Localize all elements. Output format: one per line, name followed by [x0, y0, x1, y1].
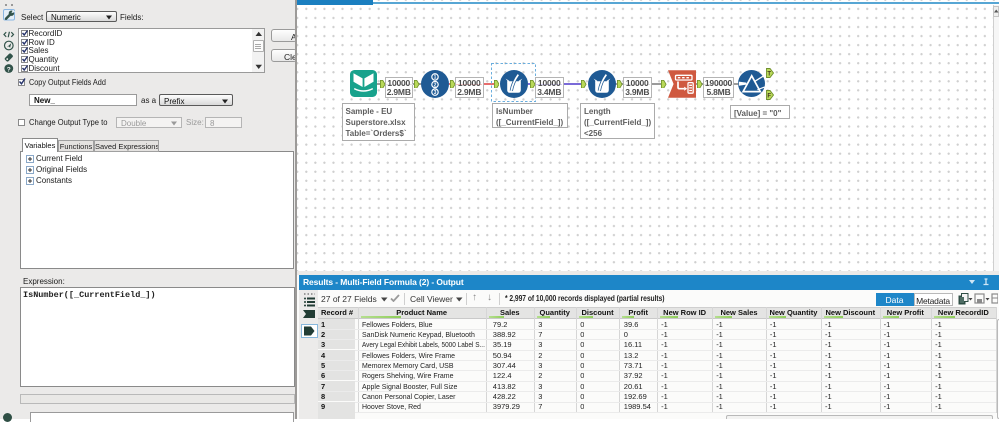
- svg-text:?: ?: [7, 67, 11, 74]
- svg-text:T: T: [767, 71, 771, 77]
- svg-text:2: 2: [433, 82, 436, 88]
- svg-text:F: F: [767, 93, 771, 99]
- svg-text:1: 1: [433, 75, 436, 81]
- svg-text:3: 3: [433, 90, 436, 96]
